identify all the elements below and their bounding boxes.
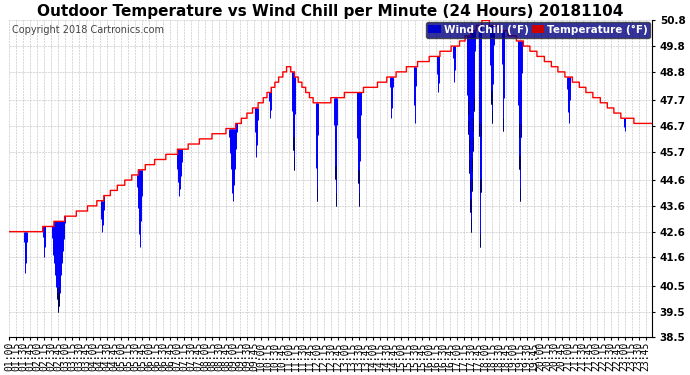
Text: Copyright 2018 Cartronics.com: Copyright 2018 Cartronics.com xyxy=(12,25,164,35)
Title: Outdoor Temperature vs Wind Chill per Minute (24 Hours) 20181104: Outdoor Temperature vs Wind Chill per Mi… xyxy=(37,4,624,19)
Legend: Wind Chill (°F), Temperature (°F): Wind Chill (°F), Temperature (°F) xyxy=(426,22,650,38)
